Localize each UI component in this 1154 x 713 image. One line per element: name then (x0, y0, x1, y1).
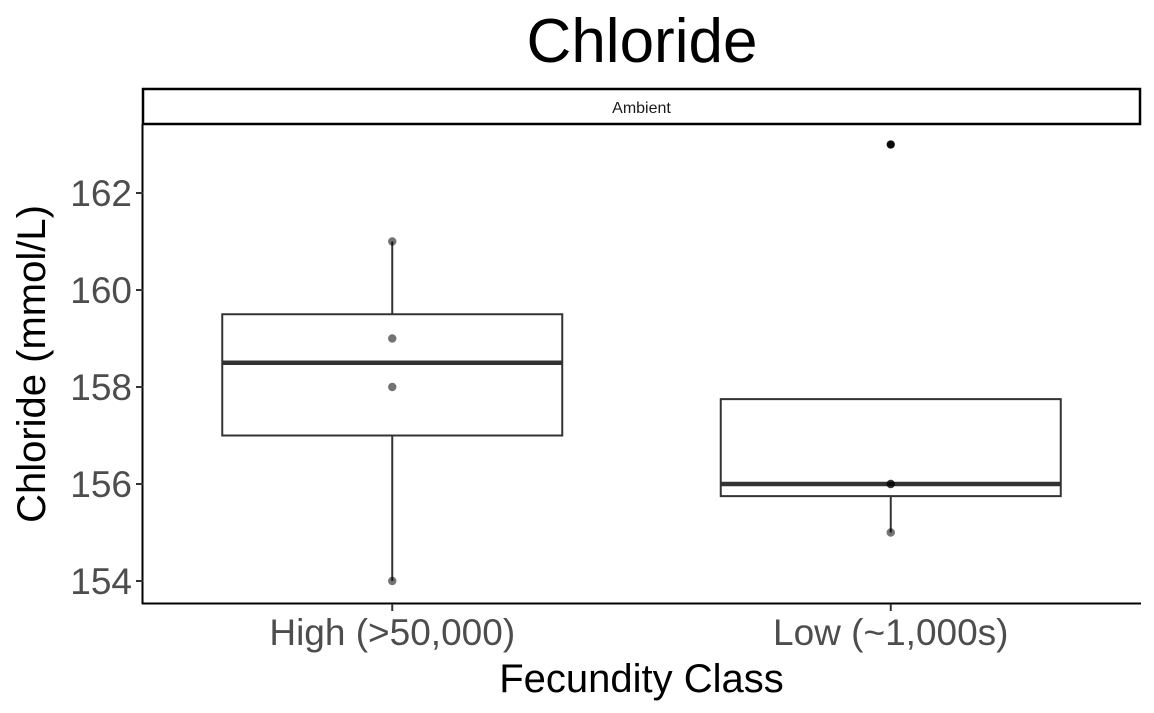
box-1 (221, 313, 564, 437)
data-point-2-1 (886, 140, 895, 149)
x-tick-label-1: High (>50,000) (269, 612, 515, 653)
facet-strip-label: Ambient (612, 100, 671, 117)
y-tick-label-160: 160 (70, 270, 132, 311)
x-tick-label-2: Low (~1,000s) (773, 612, 1009, 653)
data-point-2-3 (886, 479, 895, 489)
chart-title: Chloride (527, 7, 758, 76)
data-point-2-4 (886, 528, 895, 537)
y-tick-label-154: 154 (70, 561, 132, 602)
y-tick-label-156: 156 (70, 464, 132, 505)
data-point-1-1 (388, 237, 397, 246)
data-point-1-3 (388, 382, 397, 392)
y-axis-title: Chloride (mmol/L) (10, 205, 54, 523)
data-point-1-4 (388, 576, 397, 586)
y-tick-label-162: 162 (70, 173, 132, 214)
x-axis-title: Fecundity Class (499, 657, 784, 701)
data-point-1-2 (388, 334, 397, 343)
facet-strip (141, 87, 1142, 126)
y-tick-label-158: 158 (70, 367, 132, 408)
